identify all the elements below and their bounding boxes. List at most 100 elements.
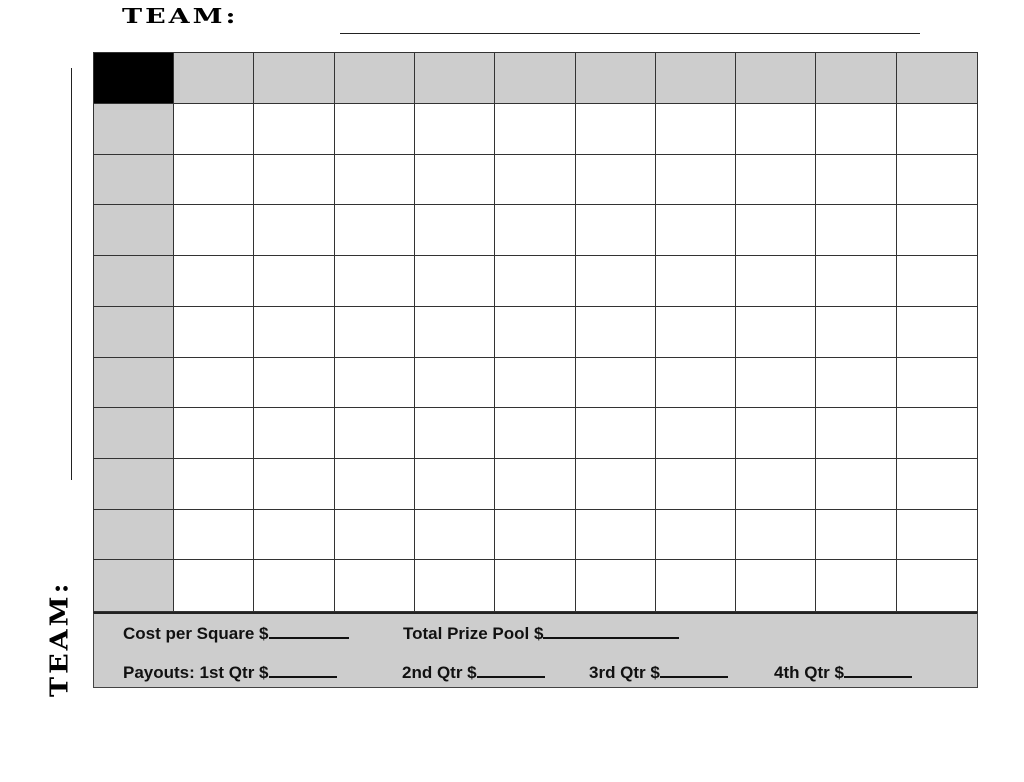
square-cell[interactable] — [334, 306, 415, 358]
square-cell[interactable] — [655, 306, 737, 358]
square-cell[interactable] — [575, 104, 656, 155]
square-cell[interactable] — [334, 256, 415, 307]
square-cell[interactable] — [414, 509, 496, 561]
square-cell[interactable] — [414, 306, 496, 358]
square-cell[interactable] — [495, 205, 576, 257]
column-number-cell[interactable] — [575, 53, 656, 104]
column-number-cell[interactable] — [736, 53, 817, 104]
square-cell[interactable] — [575, 154, 656, 206]
payout-3rd-field[interactable]: 3rd Qtr $ — [589, 660, 728, 683]
square-cell[interactable] — [896, 357, 977, 409]
square-cell[interactable] — [575, 256, 656, 307]
square-cell[interactable] — [655, 509, 737, 561]
square-cell[interactable] — [334, 357, 415, 409]
square-cell[interactable] — [896, 560, 977, 611]
square-cell[interactable] — [736, 205, 817, 257]
square-cell[interactable] — [816, 256, 897, 307]
square-cell[interactable] — [174, 154, 255, 206]
square-cell[interactable] — [495, 458, 576, 510]
square-cell[interactable] — [736, 357, 817, 409]
square-cell[interactable] — [655, 458, 737, 510]
square-cell[interactable] — [495, 154, 576, 206]
square-cell[interactable] — [655, 256, 737, 307]
square-cell[interactable] — [174, 458, 255, 510]
square-cell[interactable] — [254, 104, 335, 155]
row-number-cell[interactable] — [94, 306, 174, 358]
square-cell[interactable] — [575, 408, 656, 459]
square-cell[interactable] — [896, 104, 977, 155]
square-cell[interactable] — [575, 509, 656, 561]
square-cell[interactable] — [816, 408, 897, 459]
row-number-cell[interactable] — [94, 458, 174, 510]
square-cell[interactable] — [896, 458, 977, 510]
square-cell[interactable] — [495, 560, 576, 611]
row-number-cell[interactable] — [94, 205, 174, 257]
column-number-cell[interactable] — [174, 53, 255, 104]
square-cell[interactable] — [254, 256, 335, 307]
square-cell[interactable] — [414, 458, 496, 510]
square-cell[interactable] — [495, 408, 576, 459]
square-cell[interactable] — [816, 458, 897, 510]
square-cell[interactable] — [896, 205, 977, 257]
square-cell[interactable] — [736, 256, 817, 307]
side-team-name-line[interactable] — [71, 68, 72, 480]
square-cell[interactable] — [655, 104, 737, 155]
square-cell[interactable] — [736, 458, 817, 510]
square-cell[interactable] — [174, 560, 255, 611]
square-cell[interactable] — [174, 306, 255, 358]
square-cell[interactable] — [575, 205, 656, 257]
square-cell[interactable] — [414, 154, 496, 206]
column-number-cell[interactable] — [254, 53, 335, 104]
square-cell[interactable] — [414, 357, 496, 409]
square-cell[interactable] — [174, 104, 255, 155]
square-cell[interactable] — [254, 306, 335, 358]
row-number-cell[interactable] — [94, 357, 174, 409]
square-cell[interactable] — [334, 560, 415, 611]
square-cell[interactable] — [174, 256, 255, 307]
square-cell[interactable] — [816, 154, 897, 206]
square-cell[interactable] — [736, 306, 817, 358]
square-cell[interactable] — [736, 560, 817, 611]
square-cell[interactable] — [495, 509, 576, 561]
column-number-cell[interactable] — [414, 53, 496, 104]
square-cell[interactable] — [254, 509, 335, 561]
square-cell[interactable] — [575, 458, 656, 510]
row-number-cell[interactable] — [94, 509, 174, 561]
square-cell[interactable] — [174, 205, 255, 257]
square-cell[interactable] — [736, 408, 817, 459]
square-cell[interactable] — [575, 306, 656, 358]
square-cell[interactable] — [736, 104, 817, 155]
square-cell[interactable] — [736, 509, 817, 561]
square-cell[interactable] — [655, 408, 737, 459]
square-cell[interactable] — [414, 560, 496, 611]
square-cell[interactable] — [174, 408, 255, 459]
payout-1st-field[interactable]: Payouts: 1st Qtr $ — [123, 660, 337, 683]
row-number-cell[interactable] — [94, 154, 174, 206]
square-cell[interactable] — [254, 560, 335, 611]
square-cell[interactable] — [174, 357, 255, 409]
square-cell[interactable] — [896, 306, 977, 358]
square-cell[interactable] — [816, 205, 897, 257]
square-cell[interactable] — [655, 357, 737, 409]
payout-2nd-field[interactable]: 2nd Qtr $ — [402, 660, 545, 683]
square-cell[interactable] — [414, 256, 496, 307]
top-team-name-line[interactable] — [340, 33, 920, 34]
column-number-cell[interactable] — [334, 53, 415, 104]
square-cell[interactable] — [334, 104, 415, 155]
square-cell[interactable] — [334, 154, 415, 206]
square-cell[interactable] — [896, 408, 977, 459]
row-number-cell[interactable] — [94, 408, 174, 459]
square-cell[interactable] — [254, 205, 335, 257]
square-cell[interactable] — [334, 509, 415, 561]
square-cell[interactable] — [334, 458, 415, 510]
square-cell[interactable] — [896, 256, 977, 307]
square-cell[interactable] — [414, 104, 496, 155]
square-cell[interactable] — [495, 357, 576, 409]
square-cell[interactable] — [254, 408, 335, 459]
square-cell[interactable] — [575, 560, 656, 611]
square-cell[interactable] — [896, 154, 977, 206]
square-cell[interactable] — [816, 104, 897, 155]
cost-per-square-field[interactable]: Cost per Square $ — [123, 621, 349, 644]
column-number-cell[interactable] — [896, 53, 977, 104]
square-cell[interactable] — [816, 509, 897, 561]
